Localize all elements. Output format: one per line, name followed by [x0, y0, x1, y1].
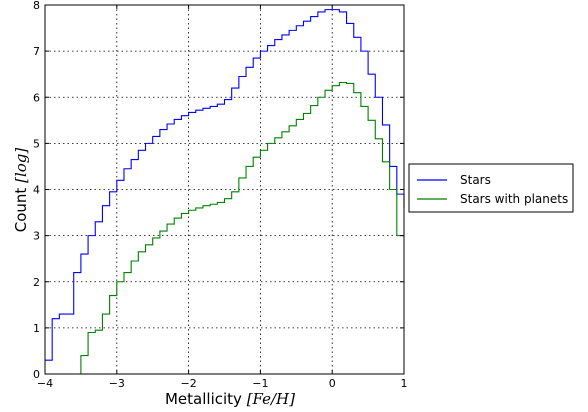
axes-frame [44, 4, 405, 375]
x-tick-label: −3 [109, 377, 125, 390]
x-axis-label: Metallicity [Fe/H] [165, 390, 295, 408]
y-tick-label: 3 [33, 230, 40, 243]
y-tick-label: 2 [33, 276, 40, 289]
y-tick-label: 6 [33, 91, 40, 104]
series-line-stars-with-planets [73, 81, 404, 375]
x-tick-label: −1 [252, 377, 268, 390]
x-tick-label: −2 [180, 377, 196, 390]
plot-area [45, 9, 405, 375]
legend-label-stars: Stars [460, 173, 491, 187]
x-tick-label: 1 [401, 377, 408, 390]
legend-frame [408, 163, 574, 213]
y-axis-label: Count [log] [12, 148, 30, 233]
x-tick-label: 0 [329, 377, 336, 390]
legend-label-stars-with-planets: Stars with planets [460, 192, 568, 206]
series-line-stars [45, 9, 405, 361]
y-tick-label: 1 [33, 322, 40, 335]
y-tick-label: 4 [33, 184, 40, 197]
y-tick-label: 7 [33, 45, 40, 58]
legend: Stars Stars with planets [408, 163, 574, 213]
x-tick-label: −4 [37, 377, 53, 390]
grid [45, 5, 404, 374]
y-tick-label: 0 [33, 368, 40, 381]
ticks: −4 −3 −2 −1 0 1 0 1 2 3 4 5 6 7 8 [33, 0, 408, 390]
y-tick-label: 5 [33, 137, 40, 150]
y-tick-label: 8 [33, 0, 40, 12]
